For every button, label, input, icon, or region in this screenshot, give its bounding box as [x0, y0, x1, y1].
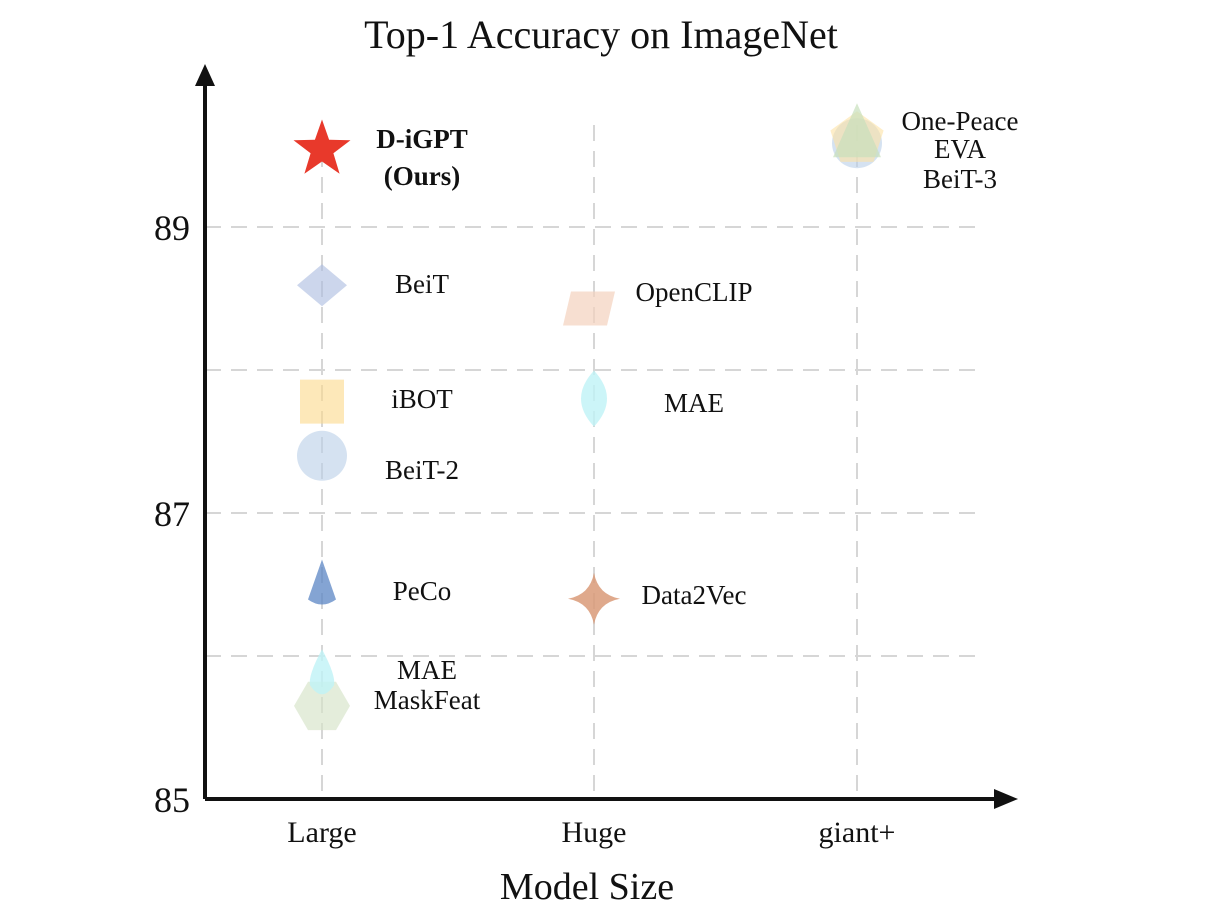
y-tick-label: 85 [154, 780, 190, 820]
data-label: BeiT [395, 269, 449, 299]
data-label: D-iGPT [376, 124, 468, 154]
data-label: Data2Vec [642, 580, 747, 610]
marker-ibot [300, 379, 344, 424]
x-axis-arrow [994, 789, 1018, 809]
data-label: BeiT-3 [923, 164, 997, 194]
data-label: EVA [934, 134, 987, 164]
marker-maskfeat [294, 681, 350, 731]
marker-beit-2 [297, 430, 347, 481]
data-markers [293, 103, 884, 731]
chart-title: Top-1 Accuracy on ImageNet [364, 12, 838, 57]
data-label: iBOT [391, 384, 453, 414]
y-tick-label: 89 [154, 208, 190, 248]
marker-one-peace [833, 103, 881, 158]
data-label: (Ours) [384, 161, 461, 191]
data-labels: D-iGPT(Ours)BeiTiBOTBeiT-2PeCoMAEMaskFea… [374, 106, 1019, 715]
marker-mae [309, 649, 335, 695]
y-axis-arrow [195, 64, 215, 86]
marker-mae [581, 370, 607, 427]
data-label: MAE [664, 388, 724, 418]
marker-peco [308, 559, 336, 605]
data-label: One-Peace [902, 106, 1019, 136]
marker-beit [297, 264, 347, 307]
x-axis-label: Model Size [500, 866, 674, 908]
marker-openclip [563, 291, 615, 326]
data-label: OpenCLIP [636, 277, 753, 307]
axes [195, 64, 1018, 809]
data-label: PeCo [393, 576, 452, 606]
x-tick-label: giant+ [819, 816, 896, 849]
tick-labels: 85 87 89 Large Huge giant+ [154, 208, 895, 849]
marker-d-igpt-ours [293, 119, 351, 174]
marker-data2vec [568, 572, 620, 625]
data-label: MaskFeat [374, 685, 481, 715]
x-tick-label: Huge [562, 816, 627, 849]
data-label: MAE [397, 655, 457, 685]
y-tick-label: 87 [154, 494, 190, 534]
data-label: BeiT-2 [385, 455, 459, 485]
x-tick-label: Large [287, 816, 356, 849]
